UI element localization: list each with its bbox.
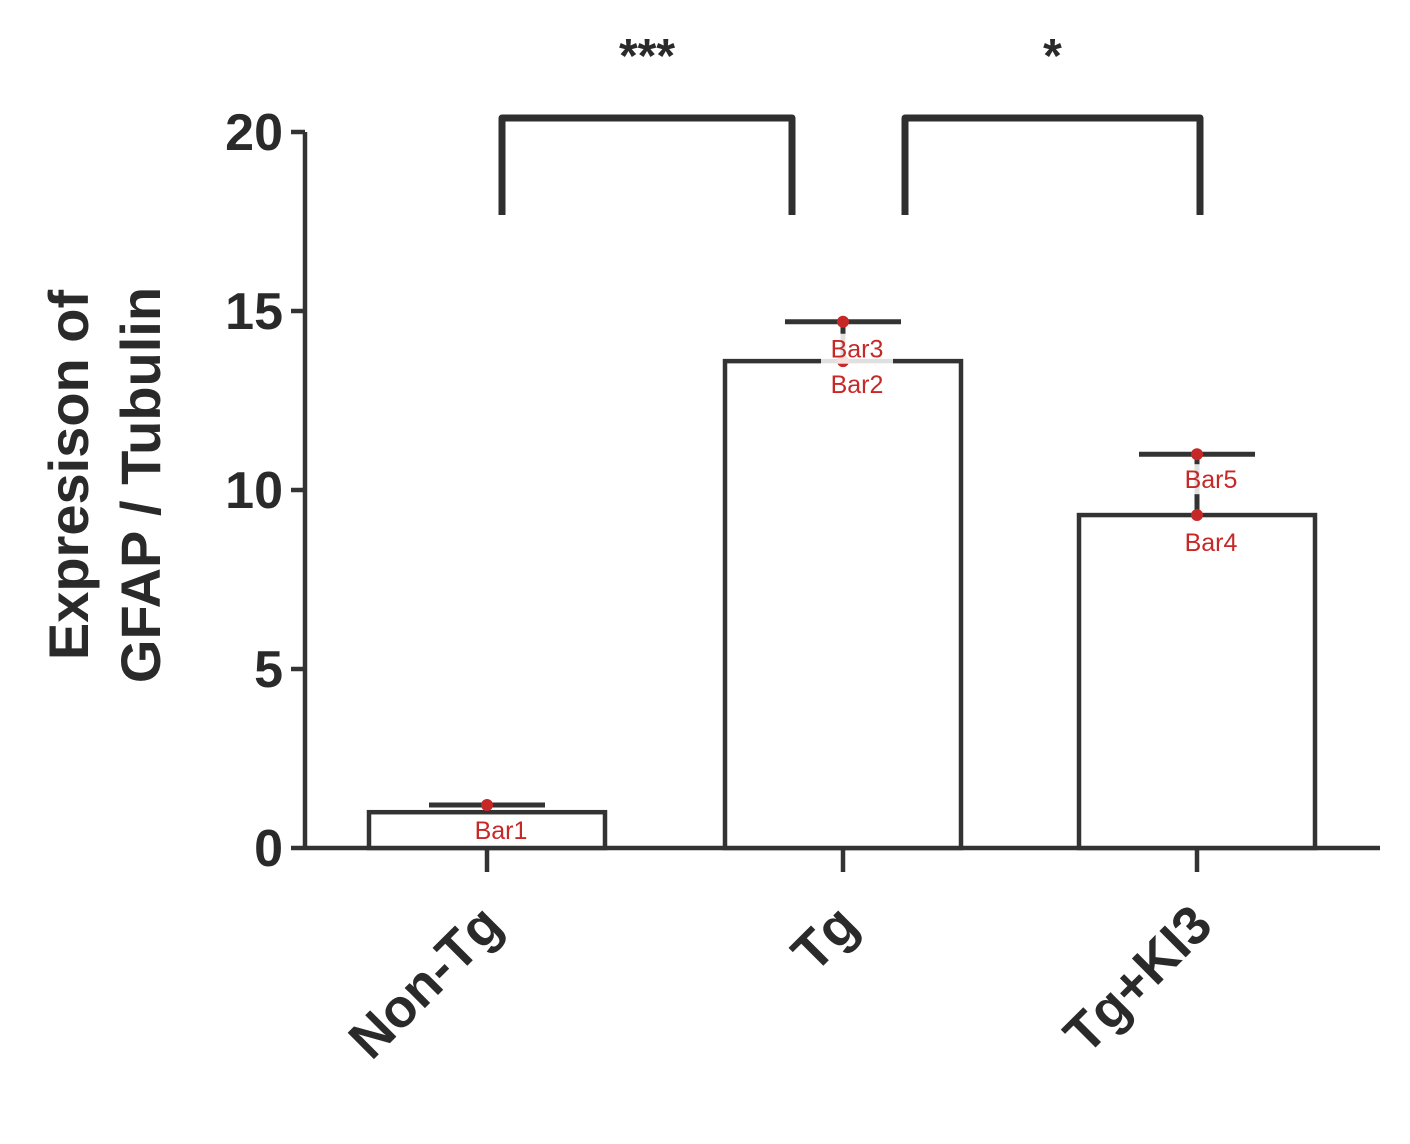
significance-label-2: * <box>1043 30 1062 83</box>
annotation-bg-Bar2 <box>821 369 893 400</box>
bars <box>366 358 1318 851</box>
bar-Tg <box>722 358 964 851</box>
significance-brackets: *** * <box>498 30 1204 215</box>
significance-label-1: *** <box>619 30 675 83</box>
significance-bracket-1 <box>498 114 796 215</box>
y-tick-label-10: 10 <box>225 462 283 520</box>
annotation-bg-Bar3 <box>821 333 893 364</box>
annotation-label-Bar1: Bar1 <box>475 817 528 845</box>
x-tick-label-Tg+KI3: Tg+KI3 <box>1053 894 1224 1065</box>
y-axis-title: Expresison of GFAP / Tubulin <box>37 287 172 683</box>
annotation-dot-Bar4 <box>1191 509 1203 522</box>
bar-Tg+KI3 <box>1076 512 1318 851</box>
significance-bracket-2 <box>901 114 1204 215</box>
annotation-label-Bar5: Bar5 <box>1185 466 1238 494</box>
annotation-bg-Bar4 <box>1175 527 1247 558</box>
y-tick-label-20: 20 <box>225 104 283 162</box>
annotation-dot-Bar5 <box>1191 448 1203 461</box>
annotation-markers: Bar1 Bar2 Bar3 Bar4 Bar5 <box>465 315 1247 846</box>
y-tick-label-0: 0 <box>254 820 283 878</box>
annotation-label-Bar4: Bar4 <box>1185 529 1238 557</box>
annotation-bg-Bar5 <box>1175 464 1247 495</box>
y-axis-title-line-2: GFAP / Tubulin <box>109 287 172 683</box>
y-tick-label-15: 15 <box>225 283 283 341</box>
annotation-label-Bar2: Bar2 <box>831 371 884 399</box>
annotation-bg-Bar1 <box>465 815 537 846</box>
annotation-label-Bar3: Bar3 <box>831 336 884 364</box>
x-tick-label-Tg: Tg <box>780 894 869 983</box>
x-tick-label-Non-Tg: Non-Tg <box>337 894 513 1070</box>
y-tick-label-5: 5 <box>254 641 283 699</box>
y-axis-title-line-1: Expresison of <box>37 289 100 660</box>
annotation-dot-Bar3 <box>837 315 849 328</box>
annotation-dot-Bar1 <box>481 799 493 812</box>
